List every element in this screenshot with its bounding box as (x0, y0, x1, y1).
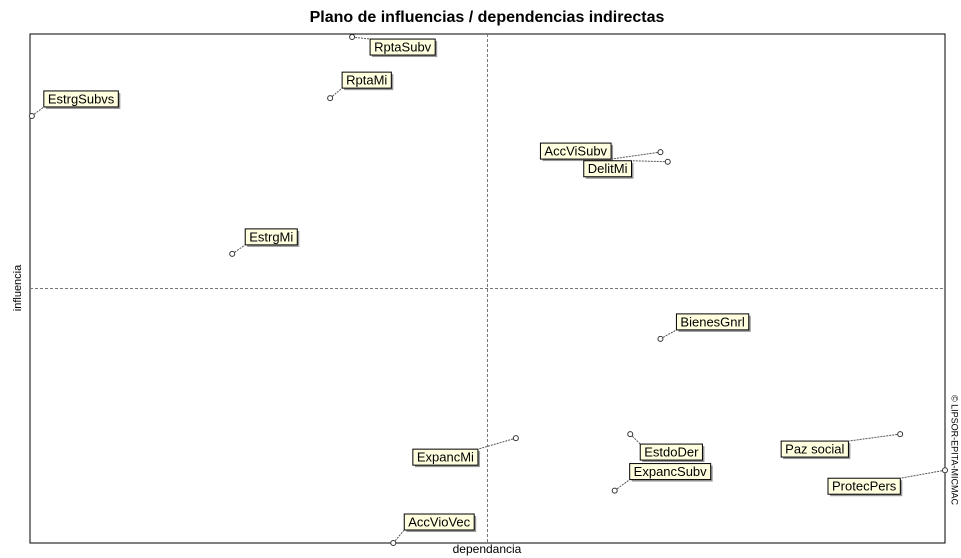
point-label: ProtecPers (832, 479, 897, 494)
label-box (43, 90, 119, 108)
point-label: AccViSubv (544, 144, 607, 159)
point-label: BienesGnrl (680, 314, 744, 329)
label-box (341, 71, 392, 89)
point-label: EstdoDer (644, 445, 699, 460)
chart-title: Plano de influencias / dependencias indi… (310, 9, 665, 26)
point (611, 487, 618, 494)
leader-line (848, 433, 901, 442)
point-label: RptaMi (346, 73, 387, 88)
y-axis-label: influencia (12, 264, 24, 311)
leader-line (329, 87, 343, 99)
point (327, 95, 334, 102)
point (390, 540, 397, 546)
label-box (675, 313, 750, 331)
point-label: AccVioVec (408, 514, 470, 529)
point (512, 435, 519, 442)
point-label: EstrgSubvs (48, 91, 115, 106)
label-box (412, 448, 479, 466)
point-label: EstrgMi (249, 229, 293, 244)
leader-line (611, 151, 661, 160)
point-label: Paz social (785, 442, 844, 457)
point-label: RptaSubv (374, 39, 432, 54)
label-box (244, 228, 298, 246)
point-label: ExpancMi (417, 450, 474, 465)
point-label: DelitMi (588, 161, 628, 176)
leader-line (352, 36, 371, 40)
label-box (403, 513, 475, 531)
point (897, 431, 904, 438)
leader-line (660, 329, 677, 340)
label-box (780, 440, 849, 458)
point (229, 250, 236, 257)
label-box (827, 477, 901, 495)
label-box (369, 38, 436, 56)
x-axis-label: dependancia (453, 542, 522, 556)
label-box (629, 463, 712, 481)
leader-line (900, 469, 946, 479)
leader-line (477, 437, 517, 450)
watermark: © LIPSOR-EPITA-MICMAC (950, 395, 960, 505)
point (349, 34, 356, 41)
point (664, 158, 671, 165)
point-label: ExpancSubv (634, 464, 707, 479)
point (627, 431, 634, 438)
leader-line (31, 106, 45, 117)
point (28, 112, 35, 119)
point (657, 335, 664, 342)
label-box (583, 160, 632, 178)
leader-line (614, 479, 630, 491)
leader-line (629, 433, 641, 445)
label-box (539, 142, 612, 160)
leader-line (231, 244, 246, 255)
point (657, 149, 664, 156)
point (942, 467, 948, 474)
label-box (639, 443, 703, 461)
leader-line (631, 160, 668, 163)
